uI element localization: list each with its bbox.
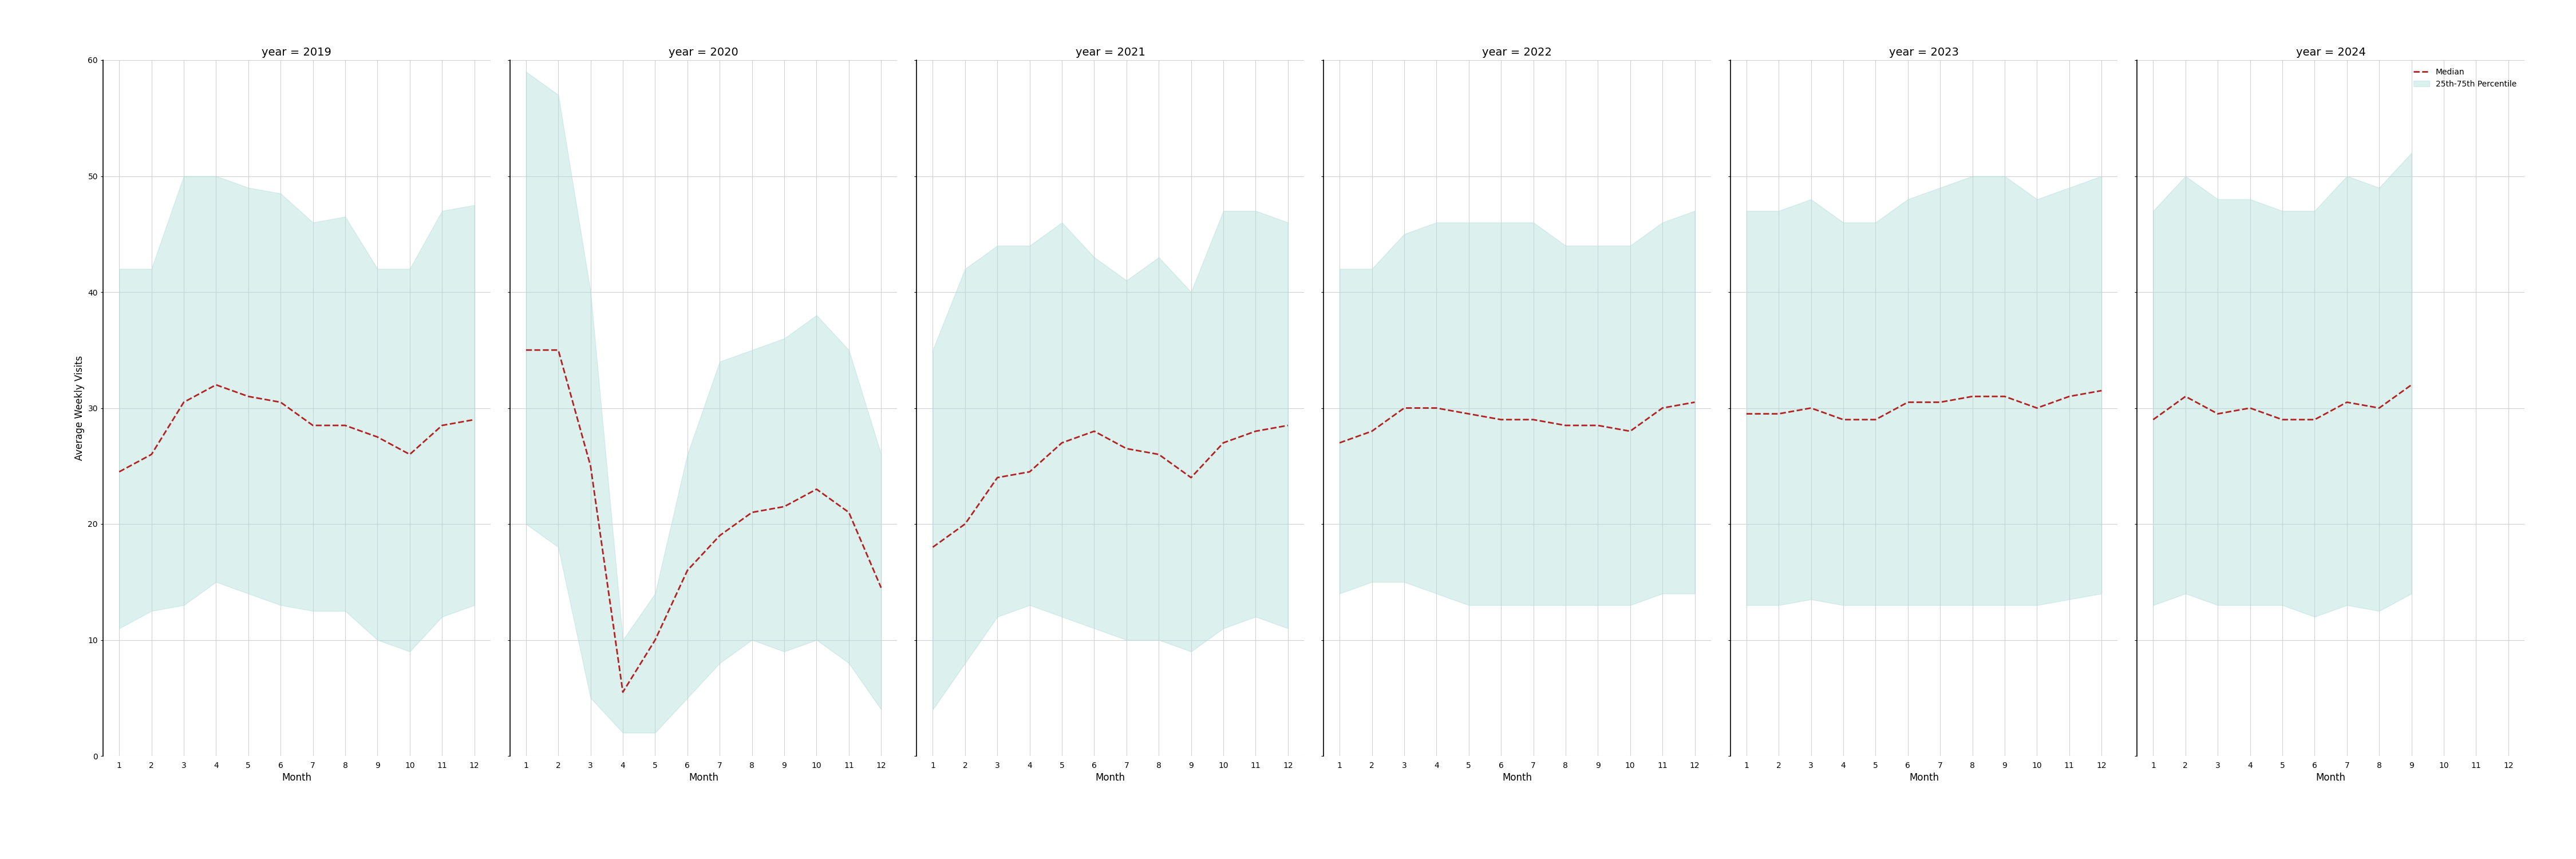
Median	[363, 432, 394, 442]
X-axis label: Month: Month	[2316, 773, 2347, 783]
Median	[103, 466, 134, 477]
Legend: Median, 25th-75th Percentile: Median, 25th-75th Percentile	[2409, 64, 2519, 92]
X-axis label: Month: Month	[688, 773, 719, 783]
Line: Median: Median	[118, 385, 474, 472]
Median	[137, 449, 167, 460]
Median	[510, 344, 541, 356]
Median	[2267, 415, 2298, 425]
Median	[1958, 392, 1989, 402]
Median	[1762, 409, 1793, 419]
Median	[1453, 409, 1484, 419]
Median	[639, 635, 670, 645]
Median	[608, 687, 639, 698]
Title: year = 2022: year = 2022	[1481, 46, 1553, 58]
Median	[1486, 415, 1517, 425]
Line: Median: Median	[1340, 402, 1695, 443]
Median	[2331, 397, 2362, 407]
Median	[459, 415, 489, 425]
X-axis label: Month: Month	[1502, 773, 1533, 783]
Median	[265, 397, 296, 407]
Median	[1680, 397, 1710, 407]
Median	[296, 420, 327, 430]
Median	[801, 484, 832, 495]
Median	[1860, 415, 1891, 425]
Median	[737, 507, 768, 517]
Median	[1046, 438, 1077, 448]
X-axis label: Month: Month	[1909, 773, 1940, 783]
Median	[1582, 420, 1613, 430]
Line: Median: Median	[1747, 391, 2102, 420]
Median	[981, 472, 1012, 483]
Median	[201, 380, 232, 390]
Title: year = 2023: year = 2023	[1888, 46, 1958, 58]
Median	[167, 397, 198, 407]
Line: Median: Median	[2154, 385, 2411, 420]
Median	[428, 420, 459, 430]
Median	[1893, 397, 1924, 407]
Median	[1324, 438, 1355, 448]
Median	[574, 460, 605, 471]
Median	[1615, 426, 1646, 436]
Median	[1079, 426, 1110, 436]
Median	[1551, 420, 1582, 430]
Median	[672, 565, 703, 576]
Median	[1208, 438, 1239, 448]
Median	[951, 519, 981, 529]
Median	[1273, 420, 1303, 430]
Median	[2138, 415, 2169, 425]
Median	[394, 449, 425, 460]
Median	[2053, 392, 2084, 402]
Median	[2202, 409, 2233, 419]
Median	[1175, 472, 1206, 483]
Median	[2233, 403, 2264, 413]
Median	[1517, 415, 1548, 425]
Median	[1110, 443, 1141, 454]
Median	[1731, 409, 1762, 419]
Median	[1239, 426, 1270, 436]
Median	[2022, 403, 2053, 413]
Title: year = 2021: year = 2021	[1074, 46, 1146, 58]
Median	[1646, 403, 1677, 413]
Median	[1358, 426, 1388, 436]
Median	[835, 507, 866, 517]
Median	[2169, 392, 2200, 402]
Median	[232, 392, 263, 402]
Median	[768, 502, 799, 512]
Title: year = 2020: year = 2020	[670, 46, 739, 58]
Median	[866, 582, 896, 593]
Median	[1795, 403, 1826, 413]
Line: Median: Median	[526, 350, 881, 692]
Median	[1924, 397, 1955, 407]
Median	[703, 530, 734, 541]
Median	[2365, 403, 2396, 413]
X-axis label: Month: Month	[281, 773, 312, 783]
Y-axis label: Average Weekly Visits: Average Weekly Visits	[75, 356, 85, 460]
Median	[2087, 386, 2117, 396]
Median	[1422, 403, 1453, 413]
Median	[1388, 403, 1419, 413]
Median	[917, 542, 948, 552]
Median	[330, 420, 361, 430]
Line: Median: Median	[933, 425, 1288, 547]
Median	[1829, 415, 1860, 425]
Median	[1015, 466, 1046, 477]
Median	[544, 344, 574, 356]
Title: year = 2019: year = 2019	[263, 46, 332, 58]
Median	[2396, 380, 2427, 390]
Median	[1989, 392, 2020, 402]
Title: year = 2024: year = 2024	[2295, 46, 2365, 58]
X-axis label: Month: Month	[1095, 773, 1126, 783]
Median	[1144, 449, 1175, 460]
Median	[2300, 415, 2331, 425]
